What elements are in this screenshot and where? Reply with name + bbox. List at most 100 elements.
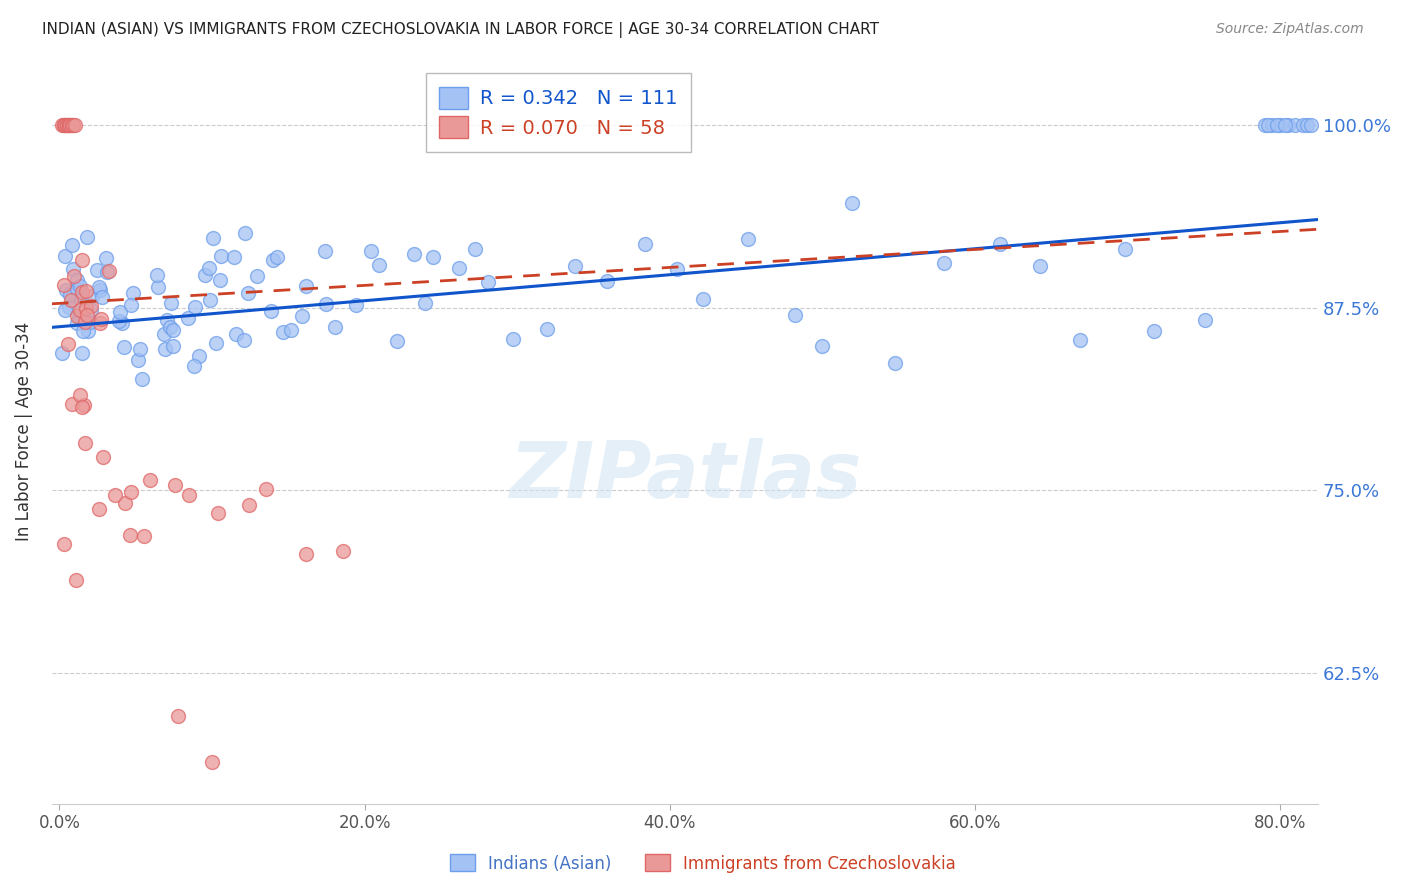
Point: [146, 280, 169, 294]
Point: [402, 247, 425, 261]
Point: [69, 388, 91, 402]
Point: [66, 273, 89, 287]
Point: [1143, 324, 1166, 338]
Point: [63, 118, 86, 132]
Point: [811, 339, 834, 353]
Text: INDIAN (ASIAN) VS IMMIGRANTS FROM CZECHOSLOVAKIA IN LABOR FORCE | AGE 30-34 CORR: INDIAN (ASIAN) VS IMMIGRANTS FROM CZECHO…: [42, 22, 879, 38]
Point: [86, 263, 108, 277]
Point: [90, 312, 112, 326]
Point: [205, 335, 228, 350]
Point: [72, 252, 94, 267]
Point: [159, 319, 181, 334]
Point: [1296, 118, 1319, 132]
Legend: R = 0.342   N = 111, R = 0.070   N = 58: R = 0.342 N = 111, R = 0.070 N = 58: [426, 73, 692, 152]
Point: [385, 334, 408, 349]
Point: [120, 485, 142, 500]
Point: [112, 340, 135, 354]
Point: [162, 339, 184, 353]
Point: [367, 259, 389, 273]
Point: [53, 302, 76, 317]
Point: [111, 316, 134, 330]
Point: [1292, 118, 1315, 132]
Point: [96, 251, 118, 265]
Point: [87, 280, 110, 294]
Point: [294, 547, 316, 561]
Point: [66, 309, 89, 323]
Point: [52, 278, 75, 293]
Point: [76, 308, 98, 322]
Point: [246, 268, 269, 283]
Point: [120, 297, 142, 311]
Point: [75, 301, 97, 315]
Point: [55, 283, 77, 297]
Point: [235, 226, 257, 240]
Point: [233, 334, 256, 348]
Point: [51, 346, 73, 360]
Point: [129, 342, 152, 356]
Point: [76, 229, 98, 244]
Point: [260, 304, 283, 318]
Point: [344, 298, 367, 312]
Point: [58, 337, 80, 351]
Point: [146, 268, 169, 282]
Point: [254, 482, 277, 496]
Point: [208, 273, 231, 287]
Point: [634, 237, 657, 252]
Point: [413, 296, 436, 310]
Point: [360, 244, 382, 258]
Point: [841, 196, 863, 211]
Point: [53, 249, 76, 263]
Point: [692, 292, 714, 306]
Point: [60, 397, 83, 411]
Point: [477, 275, 499, 289]
Point: [59, 118, 82, 132]
Point: [202, 231, 225, 245]
Point: [564, 260, 586, 274]
Point: [58, 118, 80, 132]
Point: [596, 274, 619, 288]
Point: [79, 315, 101, 329]
Point: [53, 536, 76, 550]
Point: [209, 249, 232, 263]
Point: [79, 299, 101, 313]
Point: [163, 477, 186, 491]
Point: [70, 285, 93, 300]
Point: [75, 284, 97, 298]
Y-axis label: In Labor Force | Age 30-34: In Labor Force | Age 30-34: [15, 322, 32, 541]
Point: [70, 345, 93, 359]
Point: [294, 279, 316, 293]
Point: [990, 237, 1012, 252]
Point: [1257, 118, 1279, 132]
Point: [201, 756, 224, 770]
Point: [89, 317, 111, 331]
Point: [177, 310, 200, 325]
Point: [179, 488, 201, 502]
Point: [66, 317, 89, 331]
Point: [665, 261, 688, 276]
Point: [159, 296, 181, 310]
Point: [1194, 313, 1216, 327]
Point: [118, 528, 141, 542]
Point: [262, 252, 284, 267]
Point: [56, 118, 79, 132]
Point: [188, 350, 211, 364]
Point: [932, 255, 955, 269]
Point: [152, 326, 174, 341]
Point: [783, 308, 806, 322]
Point: [183, 359, 205, 373]
Point: [75, 315, 97, 329]
Text: Source: ZipAtlas.com: Source: ZipAtlas.com: [1216, 22, 1364, 37]
Point: [156, 313, 179, 327]
Point: [51, 118, 73, 132]
Point: [80, 303, 103, 318]
Point: [238, 499, 260, 513]
Point: [449, 260, 471, 275]
Point: [89, 283, 111, 297]
Point: [56, 118, 79, 132]
Point: [162, 323, 184, 337]
Point: [65, 574, 87, 588]
Point: [884, 356, 907, 370]
Point: [67, 311, 90, 326]
Point: [236, 285, 259, 300]
Point: [737, 232, 759, 246]
